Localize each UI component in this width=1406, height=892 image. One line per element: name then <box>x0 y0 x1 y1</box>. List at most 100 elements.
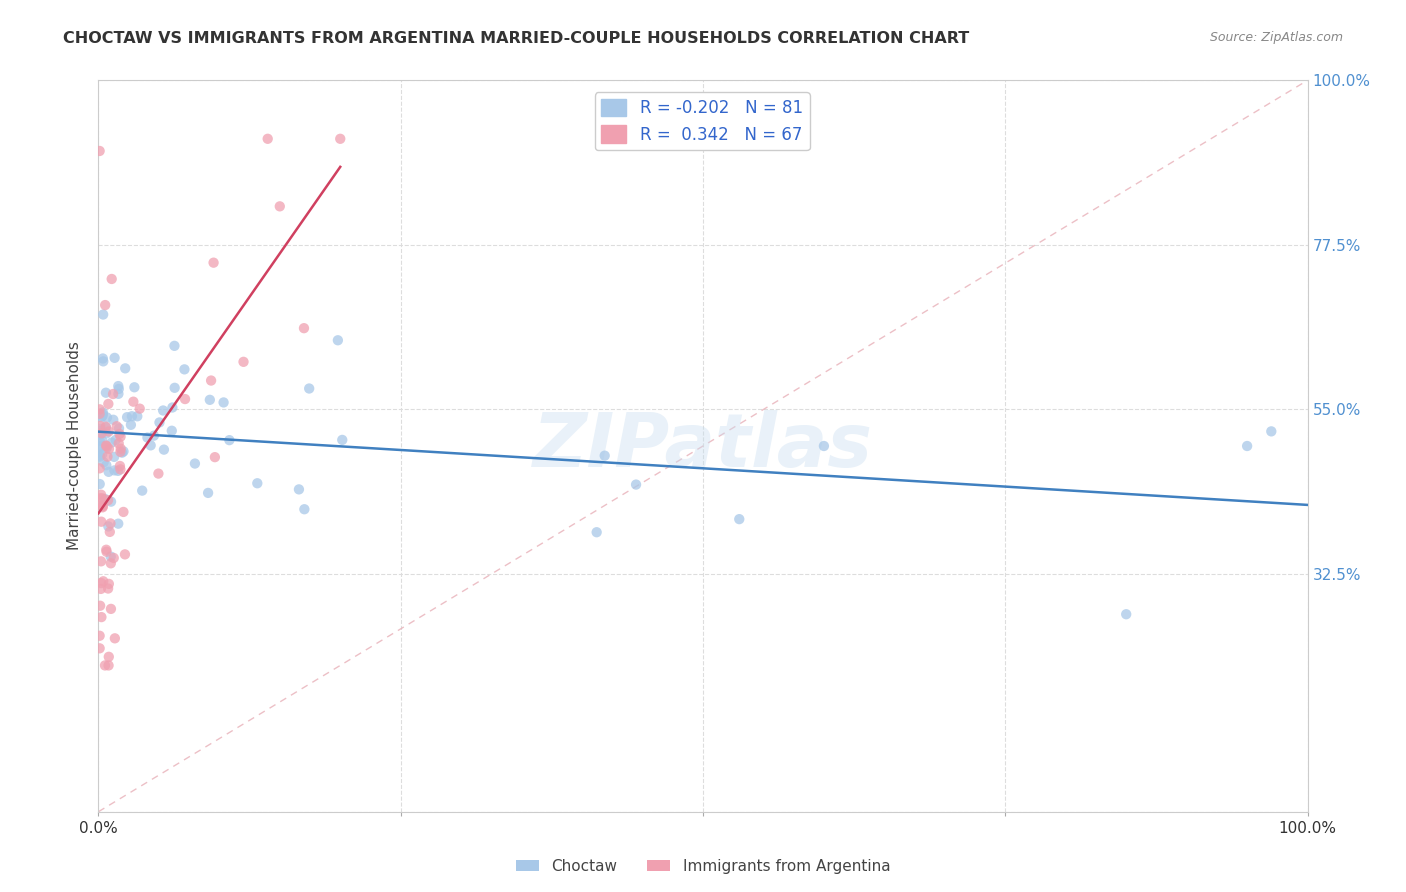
Point <box>173 362 195 376</box>
Point <box>101 387 124 401</box>
Point <box>90 582 112 596</box>
Point <box>1115 607 1137 622</box>
Point <box>136 431 159 445</box>
Point <box>89 424 111 438</box>
Point <box>100 602 122 616</box>
Point <box>152 403 174 417</box>
Point <box>142 428 165 442</box>
Point <box>100 272 122 286</box>
Point <box>89 422 111 436</box>
Point <box>593 449 616 463</box>
Point <box>110 442 132 456</box>
Point <box>100 557 122 571</box>
Point <box>246 476 269 491</box>
Point <box>90 576 112 591</box>
Point <box>218 433 240 447</box>
Point <box>89 448 111 462</box>
Point <box>89 629 111 643</box>
Point <box>292 502 315 516</box>
Point <box>200 374 222 388</box>
Point <box>103 450 125 464</box>
Point <box>91 405 114 419</box>
Point <box>108 421 131 435</box>
Point <box>108 458 131 473</box>
Point <box>90 426 112 441</box>
Point <box>813 439 835 453</box>
Point <box>103 463 125 477</box>
Point <box>298 382 321 396</box>
Point <box>107 379 129 393</box>
Point <box>212 395 235 409</box>
Point <box>114 547 136 561</box>
Point <box>97 577 120 591</box>
Text: CHOCTAW VS IMMIGRANTS FROM ARGENTINA MARRIED-COUPLE HOUSEHOLDS CORRELATION CHART: CHOCTAW VS IMMIGRANTS FROM ARGENTINA MAR… <box>63 31 970 46</box>
Point <box>97 582 120 596</box>
Point <box>91 500 114 515</box>
Point <box>232 355 254 369</box>
Point <box>114 361 136 376</box>
Point <box>163 381 186 395</box>
Point <box>110 430 132 444</box>
Point <box>96 410 118 425</box>
Point <box>96 450 118 464</box>
Point <box>104 433 127 447</box>
Point <box>89 477 111 491</box>
Legend: R = -0.202   N = 81, R =  0.342   N = 67: R = -0.202 N = 81, R = 0.342 N = 67 <box>595 92 810 150</box>
Point <box>104 632 127 646</box>
Point <box>121 409 143 424</box>
Point <box>585 525 607 540</box>
Point <box>89 428 111 442</box>
Legend: Choctaw, Immigrants from Argentina: Choctaw, Immigrants from Argentina <box>509 853 897 880</box>
Point <box>269 199 291 213</box>
Point <box>98 524 121 539</box>
Point <box>108 426 131 441</box>
Text: ZIPatlas: ZIPatlas <box>533 409 873 483</box>
Point <box>100 494 122 508</box>
Point <box>94 658 117 673</box>
Point <box>96 458 118 473</box>
Point <box>94 419 117 434</box>
Point <box>94 420 117 434</box>
Point <box>97 465 120 479</box>
Point <box>111 445 134 459</box>
Point <box>96 542 118 557</box>
Point <box>103 550 125 565</box>
Point <box>94 439 117 453</box>
Point <box>103 413 125 427</box>
Point <box>91 408 114 422</box>
Point <box>624 477 647 491</box>
Point <box>153 442 176 457</box>
Point <box>90 488 112 502</box>
Point <box>110 445 132 459</box>
Point <box>330 433 353 447</box>
Point <box>91 447 114 461</box>
Point <box>139 438 162 452</box>
Point <box>93 455 115 469</box>
Point <box>91 491 114 506</box>
Point <box>96 441 118 455</box>
Point <box>288 483 311 497</box>
Point <box>105 419 128 434</box>
Point <box>97 442 120 456</box>
Point <box>91 500 114 514</box>
Point <box>1260 425 1282 439</box>
Point <box>202 255 225 269</box>
Point <box>97 519 120 533</box>
Point <box>91 308 114 322</box>
Point <box>174 392 197 406</box>
Point <box>89 407 111 421</box>
Point <box>124 380 146 394</box>
Point <box>89 461 111 475</box>
Point <box>115 410 138 425</box>
Point <box>97 493 120 508</box>
Point <box>89 491 111 506</box>
Point <box>90 439 112 453</box>
Point <box>256 132 278 146</box>
Point <box>89 450 111 464</box>
Point <box>91 499 114 513</box>
Point <box>326 333 349 347</box>
Point <box>94 298 117 312</box>
Point <box>89 402 111 417</box>
Point <box>97 658 120 673</box>
Point <box>198 392 221 407</box>
